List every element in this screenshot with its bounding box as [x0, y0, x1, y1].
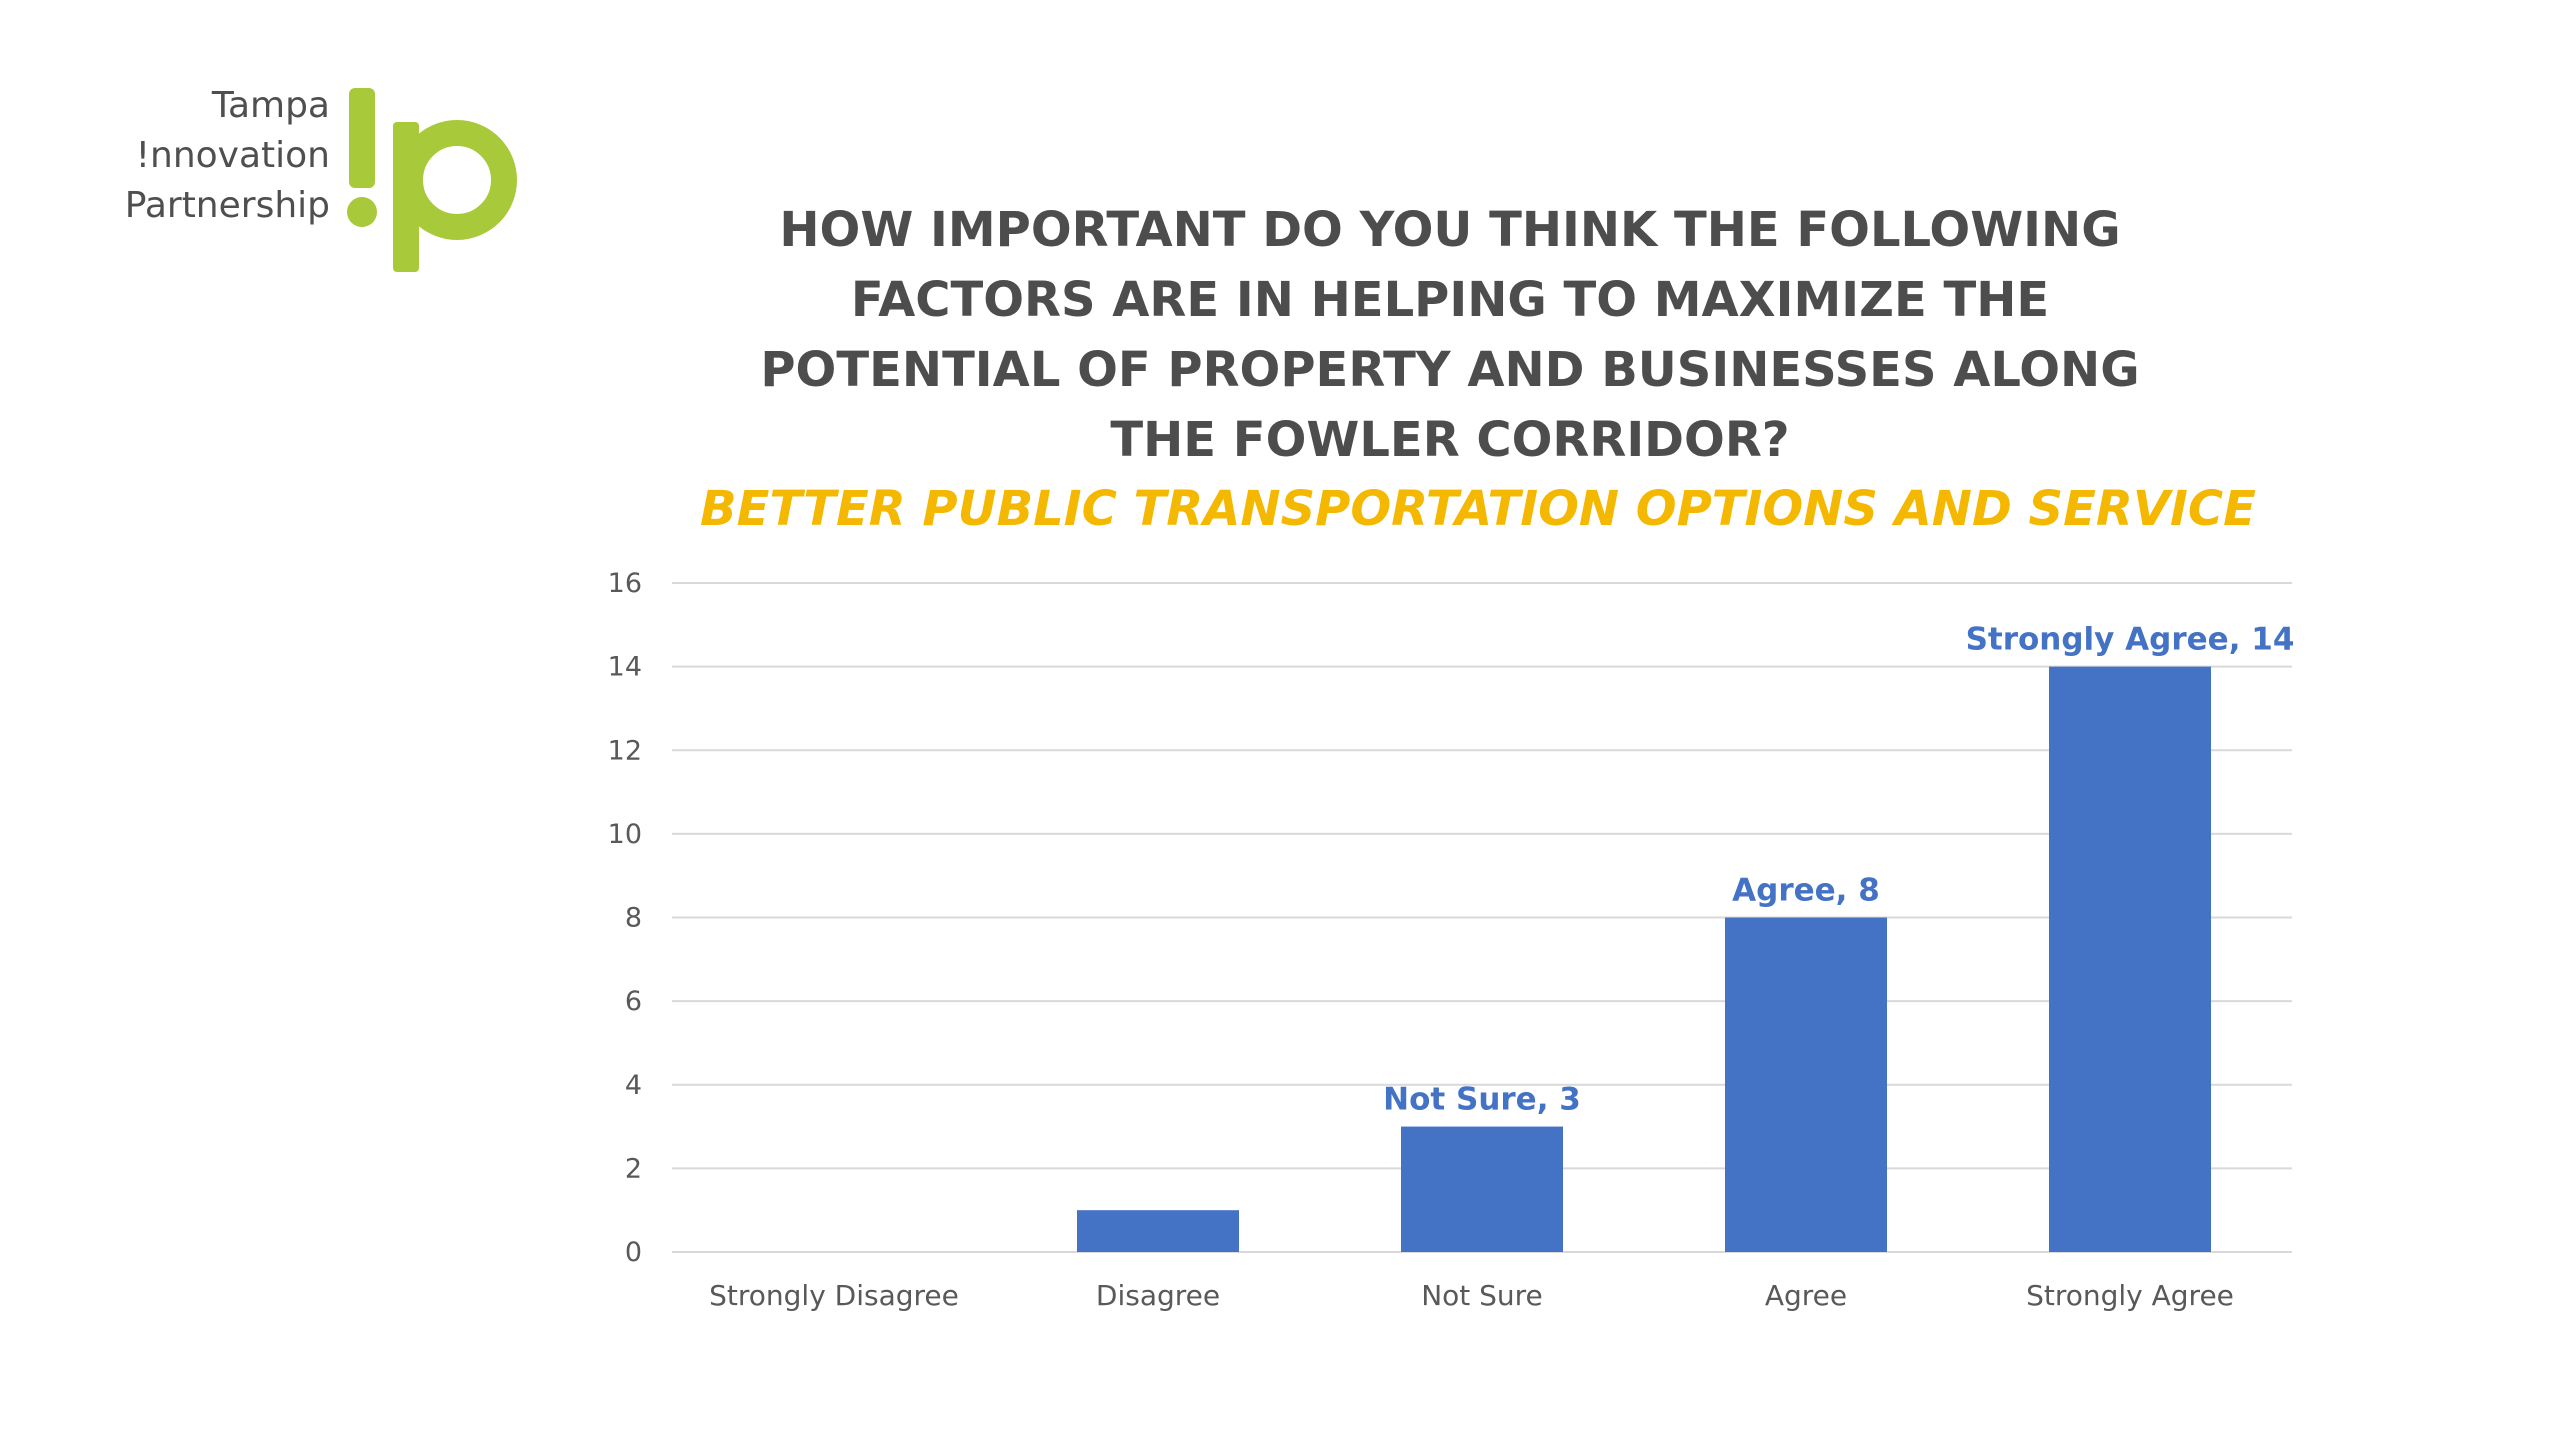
bar-strongly-agree — [2049, 666, 2211, 1252]
y-tick-label: 2 — [625, 1153, 642, 1184]
logo-ip-mark-icon — [347, 88, 517, 272]
x-tick-label: Disagree — [1096, 1279, 1220, 1312]
y-tick-label: 10 — [608, 819, 642, 850]
data-label: Not Sure, 3 — [1383, 1082, 1581, 1118]
title-block: HOW IMPORTANT DO YOU THINK THE FOLLOWING… — [700, 195, 2256, 541]
bar-agree — [1725, 917, 1887, 1252]
data-label: Strongly Agree, 14 — [1966, 622, 2295, 658]
chart-subtitle: BETTER PUBLIC TRANSPORTATION OPTIONS AND… — [700, 481, 2256, 537]
logo-text-line-3: Partnership — [124, 185, 330, 226]
grid-lines — [672, 582, 2292, 1253]
x-tick-label: Strongly Disagree — [709, 1279, 959, 1312]
logo-text-line-2: !nnovation — [135, 135, 330, 176]
x-tick-label: Strongly Agree — [2026, 1279, 2234, 1312]
y-tick-label: 12 — [608, 735, 642, 766]
bars — [1077, 666, 2211, 1252]
bar-disagree — [1077, 1210, 1239, 1252]
y-tick-label: 14 — [608, 652, 642, 683]
bar-not-sure — [1401, 1126, 1563, 1252]
data-label: Agree, 8 — [1732, 873, 1880, 909]
y-tick-label: 6 — [625, 986, 642, 1017]
y-axis-tick-labels: 0 2 4 6 8 10 12 14 16 — [608, 568, 642, 1268]
x-axis-tick-labels: Strongly Disagree Disagree Not Sure Agree St… — [709, 1279, 2234, 1312]
logo-text-line-1: Tampa — [211, 85, 330, 126]
y-tick-label: 8 — [625, 903, 642, 934]
y-tick-label: 4 — [625, 1070, 642, 1101]
tampa-innovation-partnership-logo: Tampa !nnovation Partnership — [125, 82, 520, 272]
x-tick-label: Agree — [1765, 1279, 1847, 1312]
chart-title: HOW IMPORTANT DO YOU THINK THE FOLLOWING… — [760, 202, 2140, 468]
x-tick-label: Not Sure — [1421, 1279, 1543, 1312]
y-tick-label: 16 — [608, 568, 642, 599]
y-tick-label: 0 — [625, 1237, 642, 1268]
data-labels: Not Sure, 3 Agree, 8 Strongly Agree, 14 — [1383, 622, 2294, 1118]
